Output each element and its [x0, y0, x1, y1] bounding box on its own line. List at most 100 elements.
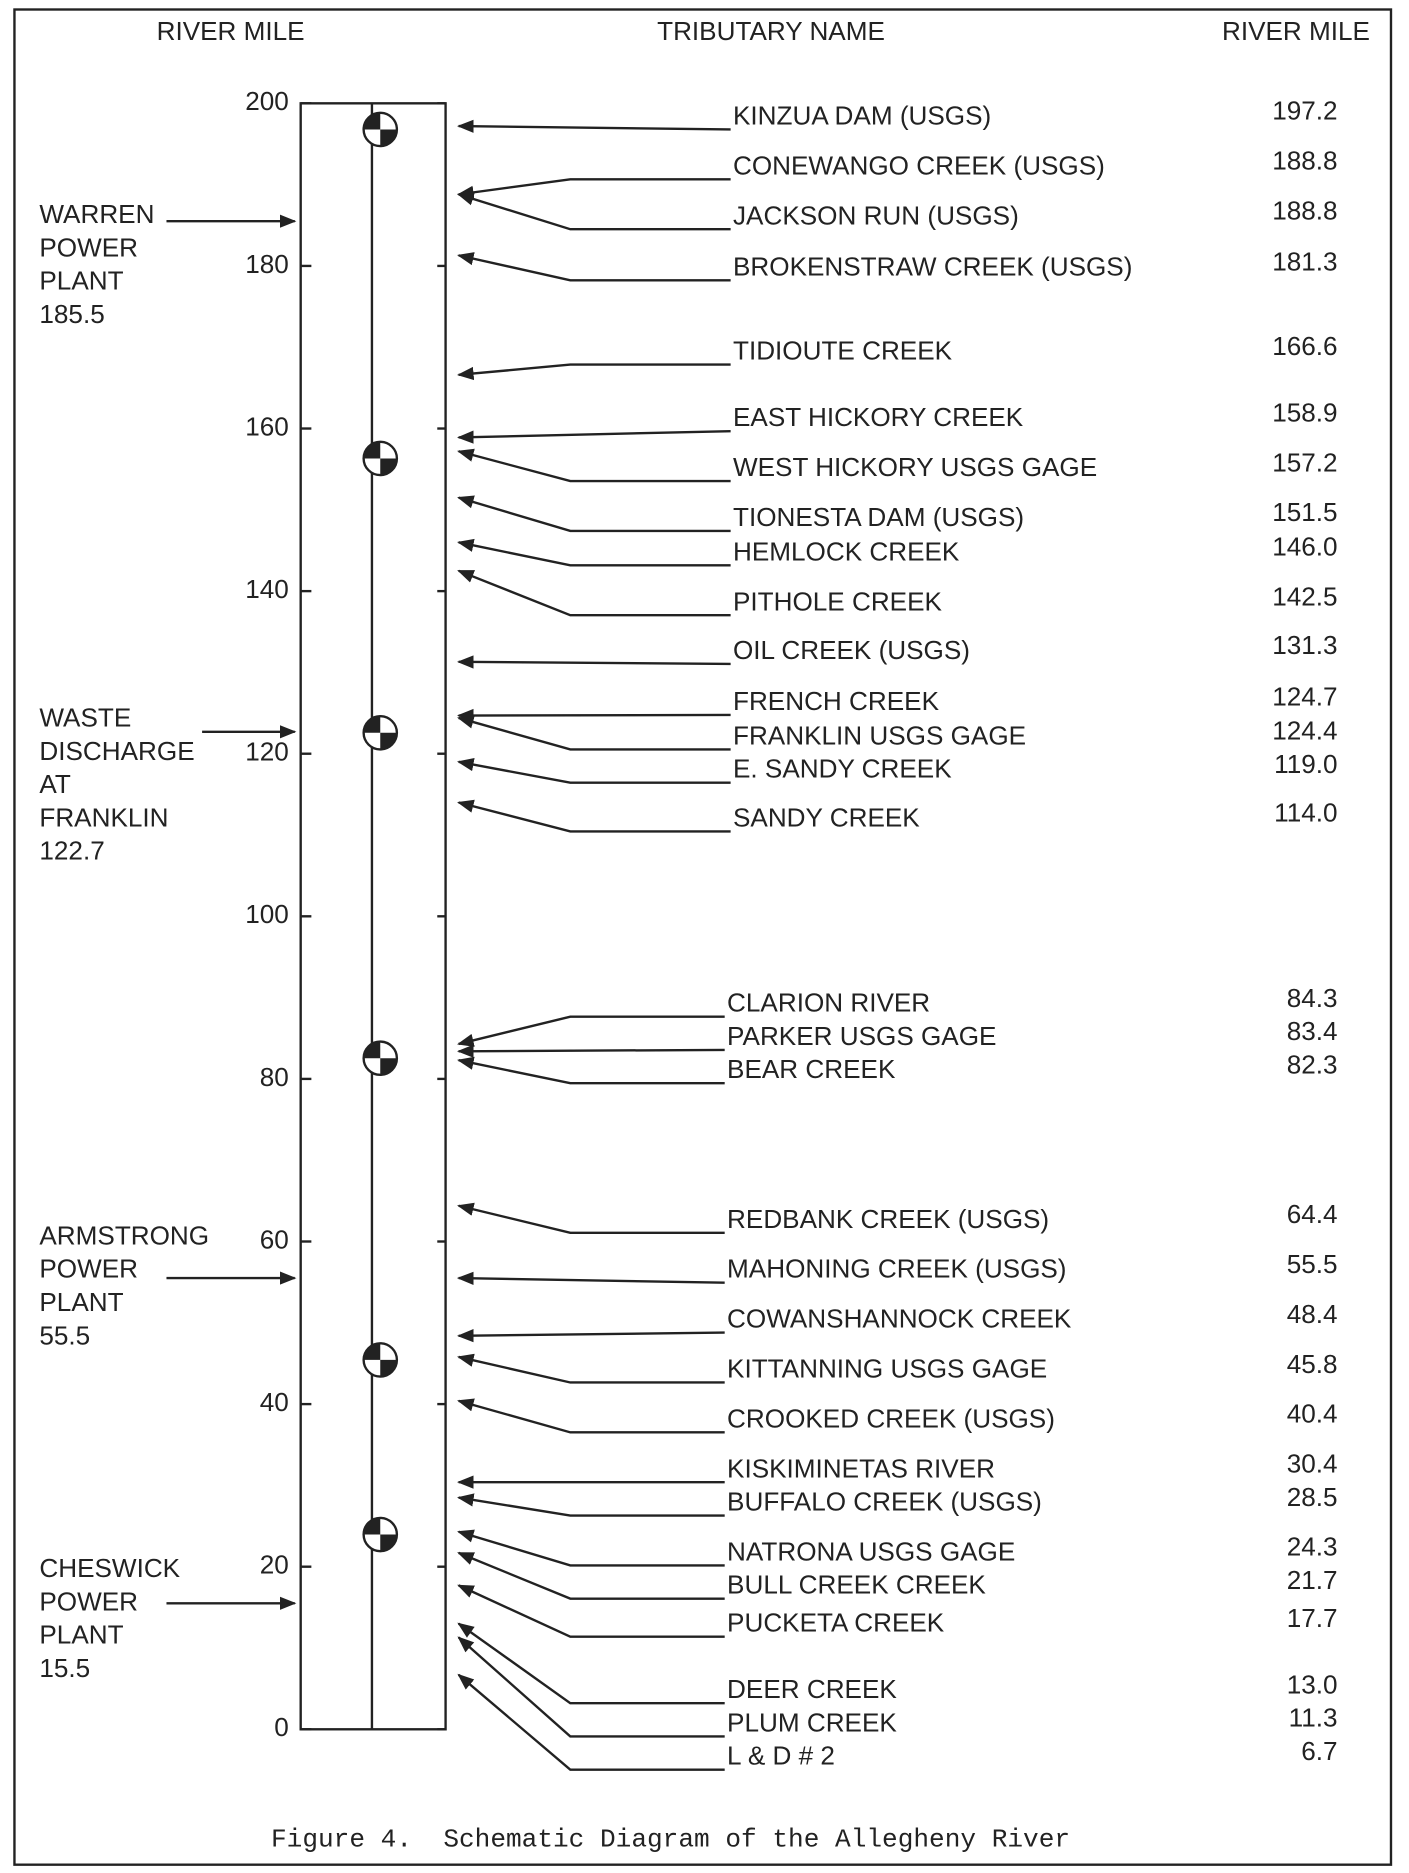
tributary-name: KINZUA DAM (USGS) [733, 100, 991, 130]
tributary-name: MAHONING CREEK (USGS) [727, 1254, 1066, 1284]
tributary-arrow [456, 119, 731, 133]
tributary-arrow [457, 1202, 725, 1235]
header: RIVER MILE [1222, 16, 1370, 46]
tributary-mile: 17.7 [1287, 1603, 1338, 1633]
tributary-name: COWANSHANNOCK CREEK [727, 1304, 1072, 1334]
tributary-arrow [457, 1622, 725, 1705]
gage-fill [363, 1517, 397, 1552]
gages [362, 111, 399, 1553]
tributary-mile: 55.5 [1287, 1249, 1338, 1279]
tributary-name: HEMLOCK CREEK [733, 536, 960, 566]
tributary-name: E. SANDY CREEK [733, 754, 952, 784]
tributary-mile: 166.6 [1272, 331, 1337, 361]
tributary-mile: 142.5 [1272, 582, 1337, 612]
tributary-mile: 21.7 [1287, 1565, 1338, 1595]
tributary-name: L & D # 2 [727, 1741, 835, 1771]
tributary-mile: 151.5 [1272, 497, 1337, 527]
tributary-mile: 181.3 [1272, 247, 1337, 277]
tributary-arrow [457, 1353, 725, 1384]
tributary-arrow [457, 1493, 725, 1517]
tributary-name: TIDIOUTE CREEK [733, 336, 953, 366]
tick-label: 200 [245, 86, 289, 116]
tributary-name: WEST HICKORY USGS GAGE [733, 452, 1097, 482]
tributary-arrow [457, 715, 731, 751]
tributary-name: BEAR CREEK [727, 1054, 896, 1084]
tributary-mile: 84.3 [1287, 983, 1338, 1013]
plant-mile: 55.5 [39, 1320, 90, 1350]
tick-label: 160 [245, 411, 289, 441]
tributary-arrow [457, 758, 731, 784]
border [13, 8, 1393, 1866]
gage-fill [363, 112, 397, 147]
tributary-arrow [456, 429, 731, 444]
gage-fill [363, 716, 397, 750]
tributary-mile: 119.0 [1274, 749, 1337, 779]
tributary-mile: 45.8 [1287, 1349, 1338, 1379]
tributary-arrow [457, 448, 731, 483]
tributary-mile: 197.2 [1272, 96, 1337, 126]
header: RIVER MILE [157, 16, 305, 46]
tick-label: 120 [245, 737, 289, 767]
gage-fill [363, 1041, 397, 1075]
tributary-name: JACKSON RUN (USGS) [733, 200, 1019, 230]
tributary-name: OIL CREEK (USGS) [733, 635, 970, 665]
plant-label: POWER [39, 1586, 138, 1616]
tributary-name: BUFFALO CREEK (USGS) [727, 1487, 1042, 1517]
tick-label: 60 [260, 1224, 289, 1254]
gage-fill [363, 1343, 397, 1377]
plant-label: WASTE [39, 703, 131, 733]
tributary-arrow [457, 1584, 725, 1638]
tributary-arrow [457, 1636, 725, 1738]
tributary-name: CROOKED CREEK (USGS) [727, 1403, 1055, 1433]
tick-label: 140 [245, 574, 289, 604]
tributary-name: CLARION RIVER [727, 988, 930, 1018]
tributary-arrow [457, 569, 731, 617]
tributary-name: CONEWANGO CREEK (USGS) [733, 150, 1105, 180]
tributary-arrow [456, 363, 731, 381]
tributary-mile: 40.4 [1287, 1399, 1338, 1429]
tributary-mile: 30.4 [1287, 1449, 1338, 1479]
tributary-mile: 131.3 [1272, 630, 1337, 660]
tributary-arrow [457, 1529, 725, 1567]
tributary-arrow [457, 192, 731, 231]
tributary-name: EAST HICKORY CREEK [733, 402, 1024, 432]
tributary-mile: 124.4 [1272, 716, 1337, 746]
tributary-arrow [457, 495, 731, 533]
header: TRIBUTARY NAME [657, 16, 885, 46]
tributary-arrow [456, 1044, 725, 1058]
plant-label: WARREN [39, 199, 154, 229]
tributary-mile: 28.5 [1287, 1482, 1338, 1512]
tributary-name: BULL CREEK CREEK [727, 1570, 986, 1600]
plant-mile: 185.5 [39, 299, 104, 329]
tributary-arrow [456, 178, 731, 199]
tributary-name: PLUM CREEK [727, 1707, 897, 1737]
plant-label: AT [39, 769, 70, 799]
tributary-arrow [457, 1398, 725, 1434]
tributary-name: SANDY CREEK [733, 802, 920, 832]
tributary-name: BROKENSTRAW CREEK (USGS) [733, 251, 1132, 281]
plant-label: ARMSTRONG [39, 1220, 209, 1250]
tributary-mile: 188.8 [1272, 196, 1337, 226]
plant-label: POWER [39, 232, 138, 262]
plant-label: FRANKLIN [39, 802, 168, 832]
tributary-arrow [457, 1056, 725, 1085]
tributary-arrow [457, 1015, 725, 1047]
plant-label: DISCHARGE [39, 736, 194, 766]
tributary-mile: 158.9 [1272, 397, 1337, 427]
tributary-name: PARKER USGS GAGE [727, 1021, 996, 1051]
tick-label: 0 [274, 1712, 289, 1742]
plant-mile: 122.7 [39, 836, 104, 866]
tributary-arrow [457, 1673, 725, 1771]
tributary-arrow [457, 538, 731, 567]
tributary-arrow [456, 655, 731, 669]
tick-label: 20 [260, 1550, 289, 1580]
tributary-mile: 157.2 [1272, 447, 1337, 477]
plant-mile: 15.5 [39, 1653, 90, 1683]
tributary-mile: 114.0 [1274, 798, 1337, 828]
tributary-name: PITHOLE CREEK [733, 586, 943, 616]
tributary-mile: 146.0 [1272, 532, 1337, 562]
tributary-mile: 24.3 [1287, 1532, 1338, 1562]
tributary-mile: 64.4 [1287, 1199, 1338, 1229]
